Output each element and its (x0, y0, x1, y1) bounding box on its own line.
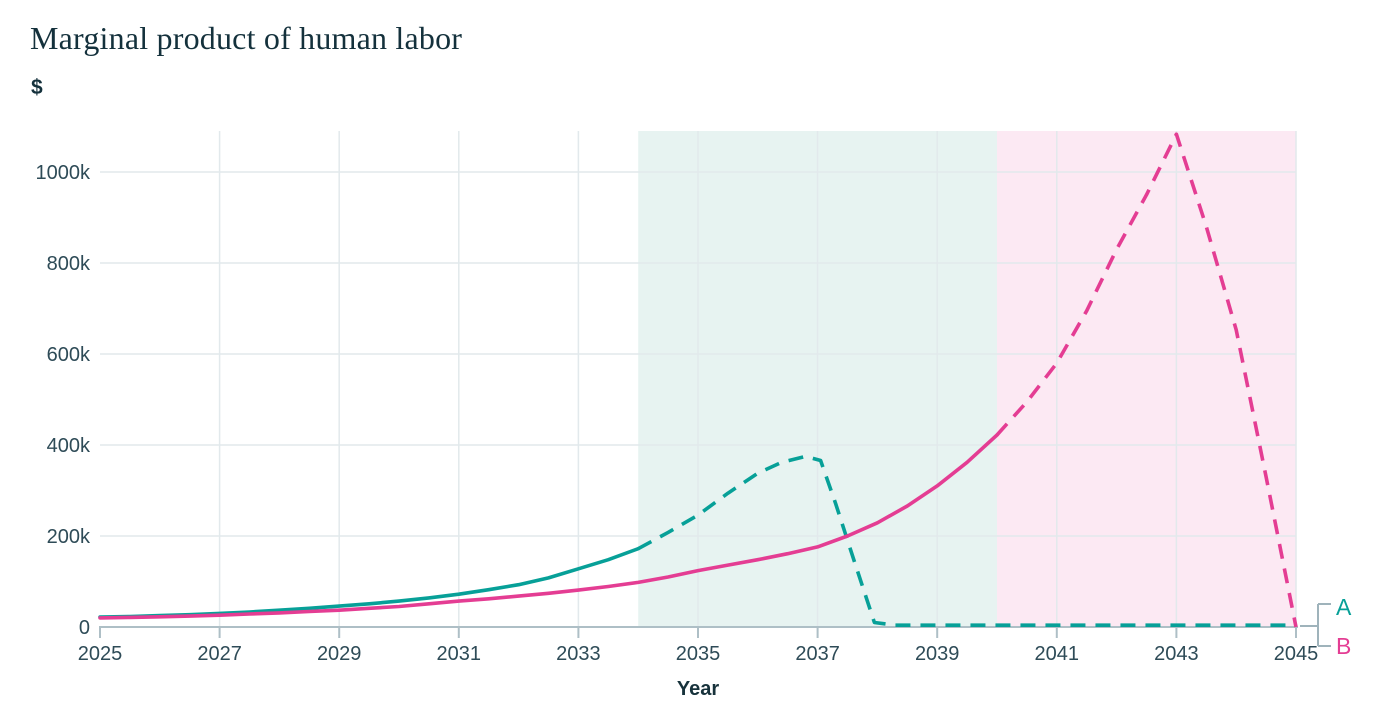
x-tick-label: 2033 (556, 643, 601, 665)
y-tick-label: 0 (79, 617, 90, 639)
x-tick-label: 2031 (437, 643, 482, 665)
x-tick-label: 2045 (1274, 643, 1319, 665)
series-B-solid-line (98, 433, 999, 620)
y-tick-label: 800k (47, 253, 91, 275)
y-tick-label: 1000k (36, 162, 91, 184)
y-axis-unit-label: $ (31, 76, 43, 99)
x-axis-title: Year (676, 678, 720, 700)
series-B-dashed-line (995, 132, 1298, 628)
legend-label-series-a: A (1336, 594, 1352, 620)
y-tick-label: 400k (47, 435, 91, 457)
series-A-dashed-line (637, 454, 1296, 627)
y-tick-label: 600k (47, 344, 91, 366)
y-tick-label: 200k (47, 526, 91, 548)
legend-label-series-b: B (1336, 633, 1352, 659)
x-tick-label: 2029 (317, 643, 362, 665)
chart-title: Marginal product of human labor (30, 20, 463, 56)
x-tick-label: 2025 (78, 643, 123, 665)
x-tick-label: 2041 (1035, 643, 1080, 665)
x-tick-label: 2037 (795, 643, 840, 665)
x-tick-label: 2043 (1154, 643, 1199, 665)
scenario-b-shaded-band (997, 131, 1296, 627)
x-tick-label: 2035 (676, 643, 721, 665)
x-tick-label: 2027 (197, 643, 242, 665)
x-tick-label: 2039 (915, 643, 960, 665)
